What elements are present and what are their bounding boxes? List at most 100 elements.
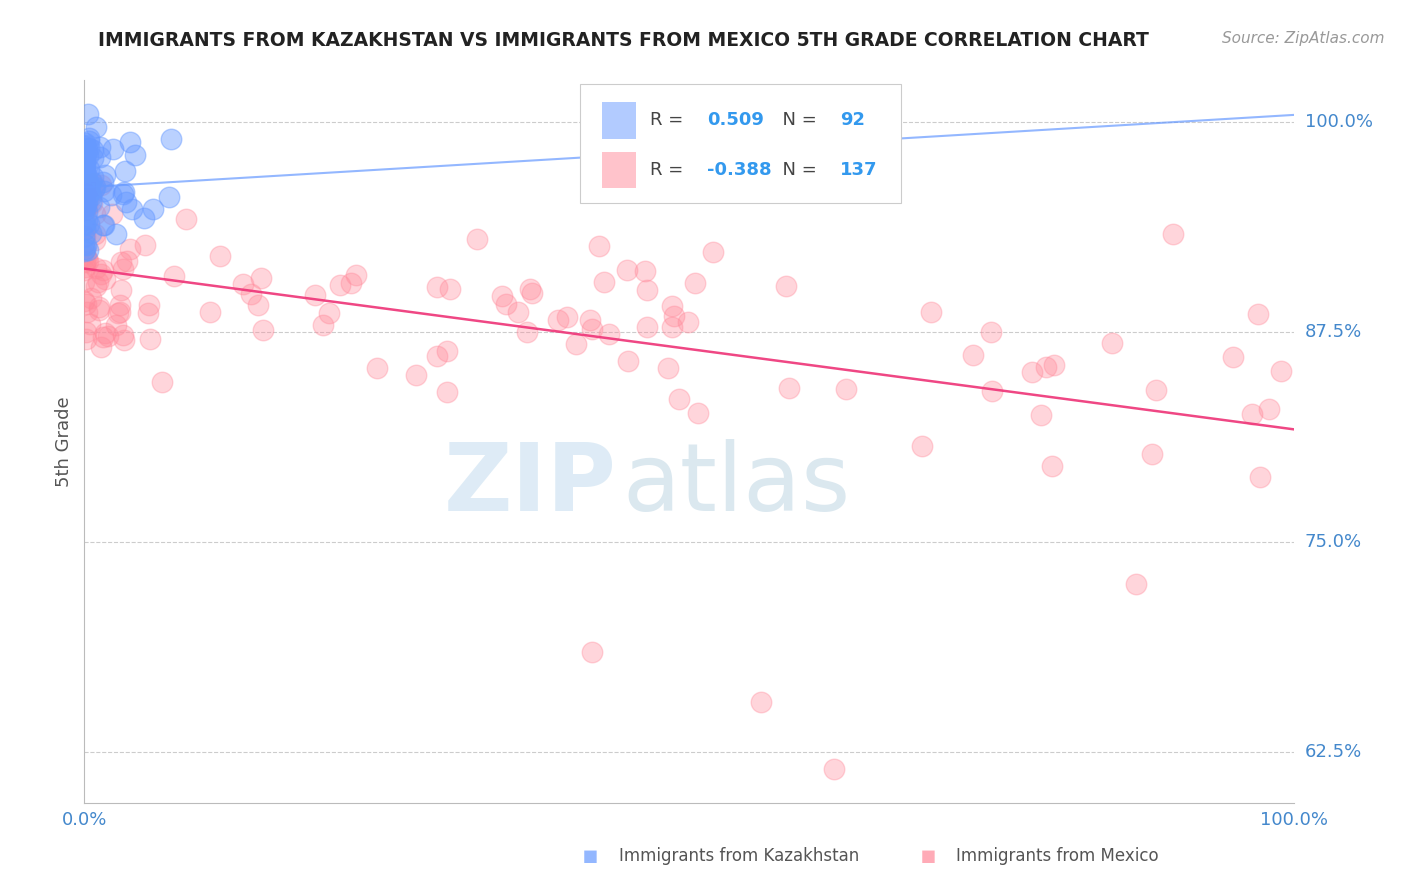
Point [73,163,96,178]
Point [77,185,100,199]
Point [80,195,103,210]
Point [346,268,368,283]
Point [73,213,96,227]
Point [506,305,529,319]
Point [77,243,100,257]
Text: ▪: ▪ [920,845,936,868]
Point [75,187,97,202]
Point [118,136,141,150]
Point [75,243,97,257]
Y-axis label: 5th Grade: 5th Grade [55,396,73,487]
Point [73,181,96,195]
Point [73,145,96,159]
Point [87,200,110,214]
Point [82,169,104,184]
Point [73,184,96,198]
Text: ZIP: ZIP [443,439,616,531]
Point [79,185,101,199]
Point [76,252,98,266]
Point [436,384,458,399]
Point [661,299,683,313]
Point [598,326,620,341]
Point [1258,402,1281,417]
Point [83,177,105,191]
Point [80,174,103,188]
Point [77,192,100,206]
Point [75,180,97,194]
Point [77,217,100,231]
Point [121,202,143,216]
Point [75,197,97,211]
Point [636,320,658,334]
Text: N =: N = [770,112,823,129]
Point [76,199,98,213]
Point [73,164,96,178]
Point [200,305,222,319]
Point [90,267,112,281]
Point [75,238,97,252]
Point [73,262,96,277]
Point [1035,359,1057,374]
Point [139,333,162,347]
Point [911,439,934,453]
Point [93,218,115,232]
Point [79,317,101,331]
Point [83,227,105,241]
Point [124,148,146,162]
Point [79,189,101,203]
Point [103,142,125,156]
Point [114,164,136,178]
Point [495,297,517,311]
Text: 87.5%: 87.5% [1305,323,1362,342]
Point [73,136,96,150]
Point [83,182,105,196]
Point [104,318,127,332]
Point [76,149,98,163]
Point [588,239,610,253]
Text: 62.5%: 62.5% [1305,743,1362,762]
Point [90,340,112,354]
Point [157,190,180,204]
Point [87,275,110,289]
Point [73,228,96,243]
Point [73,219,96,233]
Text: atlas: atlas [623,439,851,531]
Text: 100.0%: 100.0% [1305,113,1372,131]
Point [1161,227,1184,242]
Point [76,142,98,156]
Point [73,222,96,236]
Point [79,178,101,193]
Point [340,276,363,290]
Point [426,349,449,363]
Point [1241,407,1264,421]
Point [77,141,100,155]
Point [1222,350,1244,364]
Point [138,297,160,311]
Point [75,150,97,164]
Point [89,178,111,192]
Text: R =: R = [650,161,689,178]
Point [555,310,578,324]
Point [91,330,114,344]
Point [73,186,96,200]
Point [634,264,657,278]
Point [519,282,541,296]
Point [1101,336,1123,351]
Point [76,213,98,227]
Point [174,211,197,226]
Point [104,227,127,241]
Text: Immigrants from Mexico: Immigrants from Mexico [956,847,1159,865]
Point [115,254,138,268]
Point [1125,577,1147,591]
Point [775,279,797,293]
Point [73,216,96,230]
Point [83,207,105,221]
Point [150,375,173,389]
Point [77,130,100,145]
Point [111,328,134,343]
Point [77,181,100,195]
Point [1144,383,1167,397]
Point [73,163,96,178]
Point [636,283,658,297]
Point [79,291,101,305]
